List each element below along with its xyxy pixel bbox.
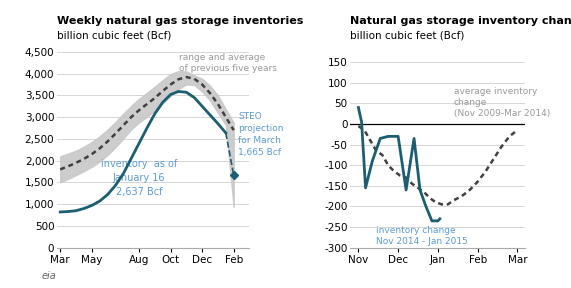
- Text: range and average
of previous five years: range and average of previous five years: [179, 53, 276, 73]
- Text: inventory  as of
January 16
2,637 Bcf: inventory as of January 16 2,637 Bcf: [101, 159, 177, 197]
- Text: billion cubic feet (Bcf): billion cubic feet (Bcf): [57, 30, 171, 40]
- Text: STEO
projection
for March
1,665 Bcf: STEO projection for March 1,665 Bcf: [239, 112, 284, 157]
- Text: inventory change
Nov 2014 - Jan 2015: inventory change Nov 2014 - Jan 2015: [376, 226, 468, 246]
- Text: eia: eia: [42, 271, 57, 281]
- Text: average inventory
change
(Nov 2009-Mar 2014): average inventory change (Nov 2009-Mar 2…: [454, 87, 550, 118]
- Text: Weekly natural gas storage inventories: Weekly natural gas storage inventories: [57, 16, 303, 26]
- Text: billion cubic feet (Bcf): billion cubic feet (Bcf): [351, 30, 465, 40]
- Text: Natural gas storage inventory changes: Natural gas storage inventory changes: [351, 16, 571, 26]
